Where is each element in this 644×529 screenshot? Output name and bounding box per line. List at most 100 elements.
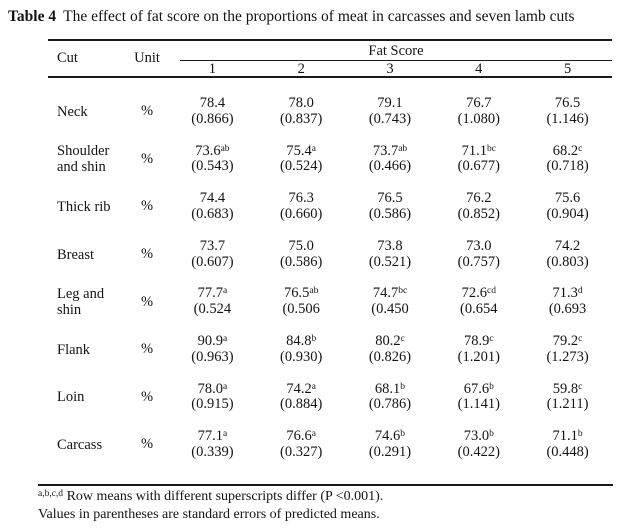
data-cell: 73.7 (0.607)	[168, 238, 257, 271]
mean-line: 74.2a	[257, 380, 346, 398]
unit-value: %	[140, 198, 154, 215]
unit-value: %	[140, 436, 154, 453]
data-cell: 76.5 (1.146)	[523, 95, 612, 128]
table-row: Breast % 73.7 (0.607) 75.0 (0.586) 73.8 …	[48, 231, 612, 279]
mean-line: 75.0	[257, 237, 346, 255]
unit-value: %	[140, 103, 154, 120]
data-cell: 71.1bc (0.677)	[434, 143, 523, 176]
significance-superscript: a	[222, 286, 228, 297]
mean-value: 73.7	[372, 142, 399, 159]
mean-line: 78.0a	[168, 380, 257, 398]
mean-line: 84.8b	[257, 333, 346, 350]
standard-error: (0.718)	[546, 158, 589, 175]
mean-value: 75.4	[286, 142, 312, 159]
mean-line: 68.1b	[346, 380, 435, 398]
data-cell: 76.2 (0.852)	[434, 190, 523, 223]
mean-line: 73.6ab	[168, 143, 257, 160]
significance-superscript: d	[577, 286, 583, 297]
mean-line: 74.4	[168, 190, 257, 207]
cut-label: Loin	[57, 389, 85, 406]
significance-superscript: bc	[398, 286, 408, 297]
standard-error: (1.201)	[457, 348, 500, 365]
cut-label: Shoulder and shin	[57, 143, 110, 176]
standard-error: (1.146)	[546, 110, 589, 127]
data-cell: 84.8b (0.930)	[257, 333, 346, 366]
mean-value: 76.5	[377, 190, 403, 207]
significance-superscript: a	[222, 333, 228, 344]
data-cell: 77.1a (0.339)	[168, 428, 257, 461]
standard-error: (0.466)	[368, 158, 412, 175]
mean-value: 76.3	[288, 190, 314, 207]
data-table: Cut Unit Fat Score 1 2 3 4 5 Neck % 78.4…	[48, 39, 612, 469]
data-cell: 71.3d (0.693	[523, 285, 612, 318]
significance-superscript: a	[222, 381, 228, 392]
standard-error: (0.586)	[368, 205, 412, 222]
mean-value: 68.1	[374, 380, 401, 397]
data-cell: 59.8c (1.211)	[523, 380, 612, 414]
unit-value: %	[140, 246, 154, 263]
unit-value: %	[140, 341, 154, 358]
significance-superscript: c	[400, 333, 405, 344]
standard-error: (0.543)	[191, 158, 234, 175]
mean-line: 76.3	[257, 190, 346, 207]
standard-error: (0.506	[282, 301, 320, 318]
mean-line: 76.5ab	[257, 285, 346, 302]
table-row: Loin % 78.0a (0.915) 74.2a (0.884) 68.1b…	[48, 374, 612, 422]
footnote-superscript-letters: a,b,c,d	[38, 489, 64, 499]
data-cell: 80.2c (0.826)	[346, 333, 435, 366]
table-header: Cut Unit Fat Score 1 2 3 4 5	[48, 39, 612, 78]
mean-line: 67.6b	[434, 380, 523, 398]
significance-superscript: ab	[309, 286, 319, 297]
footnote-superscripts: a,b,c,d Row means with different supersc…	[38, 488, 628, 506]
table-number: Table 4	[8, 8, 57, 25]
cut-label: Thick rib	[57, 198, 111, 215]
mean-value: 78.9	[463, 332, 490, 349]
standard-error: (0.915)	[191, 396, 234, 413]
table-body: Neck % 78.4 (0.866) 78.0 (0.837) 79.1 (0…	[48, 78, 612, 469]
mean-line: 72.6cd	[434, 285, 523, 302]
mean-value: 77.7	[197, 285, 223, 302]
significance-superscript: b	[311, 333, 317, 344]
data-cell: 78.0 (0.837)	[257, 95, 346, 128]
standard-error: (0.521)	[368, 253, 412, 270]
standard-error: (1.211)	[546, 396, 589, 413]
mean-value: 74.7	[372, 285, 399, 302]
mean-value: 74.2	[286, 380, 312, 397]
standard-error: (0.904)	[546, 205, 589, 222]
mean-line: 76.6a	[257, 428, 346, 445]
data-cell: 74.7bc (0.450	[346, 285, 435, 318]
unit-value: %	[140, 150, 154, 167]
standard-error: (0.422)	[457, 443, 500, 460]
significance-superscript: bc	[486, 143, 496, 154]
fat-score-level-3: 3	[386, 61, 394, 77]
fat-score-level-5: 5	[563, 61, 572, 77]
data-cell: 77.7a (0.524	[168, 285, 257, 318]
fat-score-level-2: 2	[297, 61, 305, 77]
mean-line: 73.8	[346, 238, 435, 255]
data-cell: 74.2 (0.803)	[523, 238, 612, 271]
mean-value: 76.5	[554, 95, 581, 111]
mean-line: 78.9c	[434, 332, 523, 350]
mean-value: 59.8	[552, 380, 579, 397]
mean-value: 75.0	[288, 237, 314, 254]
mean-line: 68.2c	[523, 143, 612, 160]
mean-line: 77.7a	[168, 285, 257, 302]
mean-value: 78.0	[197, 380, 223, 397]
mean-value: 90.9	[197, 332, 223, 349]
significance-superscript: b	[400, 429, 406, 440]
mean-line: 73.0b	[434, 428, 523, 445]
significance-superscript: b	[489, 381, 494, 392]
mean-value: 78.4	[199, 95, 226, 111]
mean-line: 74.7bc	[346, 285, 435, 302]
standard-error: (0.291)	[368, 443, 412, 460]
mean-line: 75.6	[523, 190, 612, 207]
data-cell: 73.6ab (0.543)	[168, 143, 257, 176]
mean-value: 67.6	[463, 380, 490, 397]
standard-error: (0.803)	[546, 253, 589, 270]
mean-value: 79.2	[552, 332, 579, 349]
mean-line: 78.0	[257, 95, 346, 112]
significance-superscript: c	[578, 333, 583, 344]
cut-label: Carcass	[57, 436, 103, 453]
data-cell: 75.0 (0.586)	[257, 237, 346, 271]
